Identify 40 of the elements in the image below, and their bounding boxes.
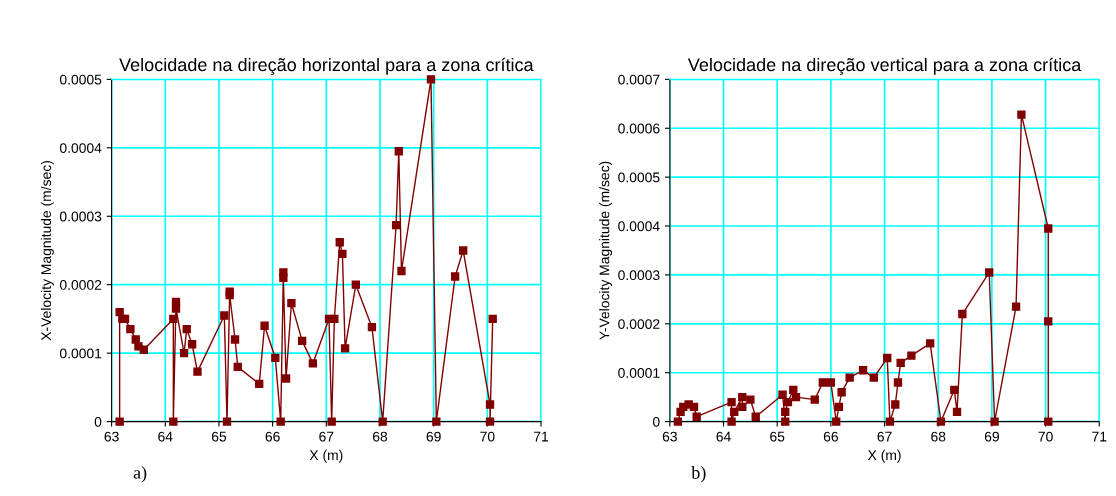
y-tick-label: 0 xyxy=(94,416,102,427)
text: b) xyxy=(691,466,706,483)
y-axis-title: X-Velocity Magnitude (m/sec) xyxy=(40,161,54,341)
y-tick-label: 0.0002 xyxy=(618,319,660,329)
x-axis-title: X (m) xyxy=(309,449,343,463)
x-tick-label: 68 xyxy=(931,431,946,442)
y-tick-label: 0.0001 xyxy=(59,348,102,359)
chart-title: Velocidade na direção vertical para a zona crítica xyxy=(687,57,1082,75)
x-tick-label: 64 xyxy=(716,431,731,442)
text: a) xyxy=(133,466,147,483)
x-tick-label: 71 xyxy=(1092,431,1107,442)
x-tick-label: 65 xyxy=(770,431,785,442)
y-tick-label: 0.0007 xyxy=(618,74,660,85)
x-tick-label: 69 xyxy=(984,431,999,442)
x-tick-label: 67 xyxy=(319,431,334,442)
y-tick-label: 0.0003 xyxy=(59,211,102,222)
y-tick-label: 0.0005 xyxy=(59,74,102,85)
x-axis-title: X (m) xyxy=(867,449,901,463)
x-tick-label: 68 xyxy=(372,431,388,442)
x-tick-label: 69 xyxy=(426,431,441,442)
y-tick-label: 0.0003 xyxy=(618,270,660,281)
x-tick-label: 66 xyxy=(265,431,280,442)
y-tick-label: 0.0004 xyxy=(59,143,102,153)
x-tick-label: 65 xyxy=(211,431,227,442)
y-tick-label: 0.0004 xyxy=(618,221,660,232)
chart-title: Velocidade na direção horizontal para a zona crítica xyxy=(119,57,534,75)
y-axis-title: Y-Velocity Magnitude (m/sec) xyxy=(599,161,613,340)
x-tick-label: 71 xyxy=(534,431,549,442)
x-tick-label: 70 xyxy=(1038,431,1053,442)
x-tick-label: 66 xyxy=(823,431,838,442)
x-tick-label: 63 xyxy=(104,431,119,442)
x-tick-label: 63 xyxy=(662,431,677,442)
y-tick-label: 0 xyxy=(652,416,660,427)
y-tick-label: 0.0006 xyxy=(618,123,660,134)
x-tick-label: 70 xyxy=(480,431,495,442)
y-tick-label: 0.0005 xyxy=(618,172,660,183)
x-tick-label: 67 xyxy=(877,431,892,442)
y-tick-label: 0.0001 xyxy=(618,368,660,378)
x-tick-label: 64 xyxy=(158,431,173,442)
y-tick-label: 0.0002 xyxy=(59,280,102,290)
